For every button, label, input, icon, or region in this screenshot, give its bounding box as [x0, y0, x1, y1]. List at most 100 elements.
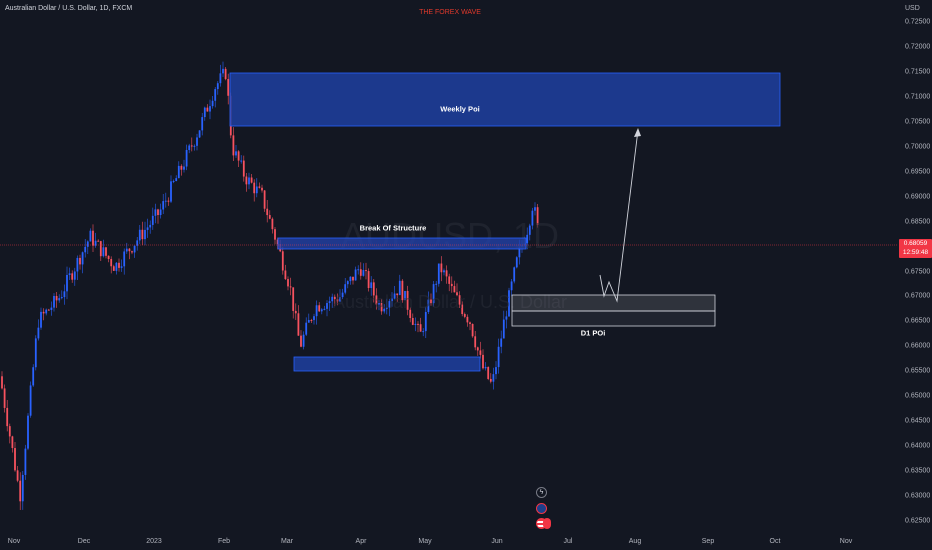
candle-body [42, 311, 45, 314]
candle-body [27, 415, 29, 449]
candle-body [144, 229, 146, 240]
candle-body [105, 247, 107, 256]
price-tick: 0.68500 [905, 218, 931, 226]
demand-zone[interactable] [293, 356, 481, 372]
candle-body [198, 130, 201, 138]
candle-body [89, 230, 92, 242]
candle-body [510, 281, 513, 291]
break-of-structure-zone[interactable] [277, 237, 527, 250]
candle-body [406, 290, 409, 310]
candle-body [180, 165, 183, 170]
time-tick: May [418, 538, 432, 545]
candle-body [336, 299, 339, 302]
candle-body [86, 241, 89, 247]
projection-path[interactable] [599, 129, 639, 303]
candle-body [190, 145, 193, 147]
time-tick: Oct [769, 538, 781, 545]
candle-body [99, 241, 102, 257]
candle-body [3, 388, 6, 408]
candle-body [287, 279, 289, 287]
candle-body [19, 480, 22, 502]
candle-body [424, 311, 427, 332]
candle-body [456, 292, 458, 296]
price-tick: 0.66000 [905, 342, 931, 350]
candle-body [461, 304, 464, 315]
candle-body [313, 316, 315, 321]
candle-body [112, 266, 115, 271]
candle-body [6, 407, 9, 427]
candle-body [448, 276, 451, 284]
candle-body [222, 68, 224, 74]
lightning-icon[interactable]: ϟ [536, 487, 547, 498]
symbol-title[interactable]: Australian Dollar / U.S. Dollar, 1D, FXC… [5, 5, 133, 12]
candle-body [266, 208, 269, 216]
weekly-poi-zone[interactable] [229, 72, 781, 127]
candle-body [500, 338, 503, 347]
candle-body [188, 145, 191, 150]
candle-body [151, 215, 154, 225]
candle-body [120, 266, 123, 268]
candle-body [237, 151, 240, 161]
candle-body [268, 215, 271, 219]
candle-body [196, 137, 198, 146]
candle-body [388, 301, 391, 308]
price-tick: 0.69000 [905, 193, 931, 201]
candle-body [300, 335, 302, 347]
candle-body [203, 107, 206, 118]
candle-body [331, 296, 334, 302]
candle-body [32, 367, 35, 386]
candle-body [292, 287, 295, 311]
candle-body [211, 100, 214, 107]
candle-body [170, 181, 172, 202]
candle-body [123, 251, 126, 267]
candle-body [422, 331, 425, 333]
candle-body [443, 270, 445, 273]
candle-body [323, 308, 326, 310]
candle-body [84, 246, 87, 253]
candle-body [393, 293, 396, 299]
candle-body [479, 350, 482, 355]
candle-body [255, 186, 258, 194]
candle-body [471, 323, 474, 337]
candle-body [466, 316, 469, 323]
candle-body [53, 295, 55, 308]
d1-poi-zone-upper[interactable] [511, 294, 716, 312]
candle-body [484, 366, 487, 369]
candle-body [14, 448, 16, 471]
candle-body [440, 263, 443, 273]
candle-body [58, 298, 61, 301]
d1-poi-zone-lower[interactable] [511, 310, 716, 327]
flag-au-icon[interactable] [536, 503, 547, 514]
candle-body [359, 269, 362, 276]
candle-body [515, 257, 518, 268]
price-tick: 0.65500 [905, 367, 931, 375]
candle-body [97, 240, 100, 242]
candle-body [209, 106, 211, 112]
time-tick: Mar [280, 538, 294, 545]
candle-body [362, 270, 365, 276]
candle-body [513, 267, 516, 282]
price-tick: 0.69500 [905, 168, 931, 176]
candle-body [414, 323, 417, 325]
candle-body [131, 251, 133, 253]
candle-body [380, 302, 383, 312]
candle-body [385, 307, 388, 309]
candle-body [352, 276, 354, 281]
candle-body [92, 230, 94, 246]
currency-label[interactable]: USD [905, 5, 920, 12]
candle-body [167, 200, 170, 202]
candle-body [302, 334, 305, 347]
candle-body [110, 259, 113, 267]
candle-body [344, 284, 347, 293]
candle-body [508, 290, 510, 317]
candle-body [383, 308, 386, 312]
time-tick: Nov [839, 538, 853, 545]
candle-body [378, 302, 380, 305]
candle-body [177, 165, 180, 179]
candle-body [487, 366, 490, 379]
candle-body [37, 327, 40, 339]
time-tick: Jun [491, 538, 503, 545]
candle-body [73, 271, 76, 280]
price-tick: 0.67000 [905, 292, 931, 300]
